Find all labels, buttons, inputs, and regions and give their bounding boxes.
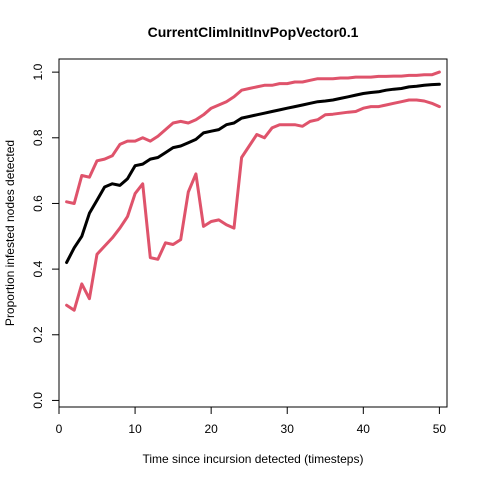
y-tick-label: 0.6 bbox=[31, 195, 45, 212]
series-lines bbox=[65, 70, 441, 312]
y-tick-label: 0.2 bbox=[31, 326, 45, 343]
y-axis: 0.0 0.2 0.4 0.6 0.8 1.0 bbox=[31, 63, 60, 409]
x-tick-label: 20 bbox=[204, 422, 218, 436]
series-line-3 bbox=[65, 98, 441, 312]
series-line-2 bbox=[65, 82, 441, 264]
x-axis: 0 10 20 30 40 50 bbox=[56, 406, 447, 436]
chart-title: CurrentClimInitInvPopVector0.1 bbox=[148, 24, 359, 40]
x-tick-label: 40 bbox=[357, 422, 371, 436]
x-axis-label: Time since incursion detected (timesteps… bbox=[143, 452, 364, 466]
y-tick-label: 0.8 bbox=[31, 129, 45, 146]
y-tick-label: 0.0 bbox=[31, 392, 45, 409]
x-tick-label: 50 bbox=[433, 422, 447, 436]
x-tick-label: 0 bbox=[56, 422, 63, 436]
y-axis-label: Proportion infested nodes detected bbox=[3, 140, 17, 326]
y-tick-label: 0.4 bbox=[31, 260, 45, 277]
x-tick-label: 30 bbox=[281, 422, 295, 436]
series-line-1 bbox=[65, 70, 441, 205]
y-tick-label: 1.0 bbox=[31, 63, 45, 80]
x-tick-label: 10 bbox=[128, 422, 142, 436]
